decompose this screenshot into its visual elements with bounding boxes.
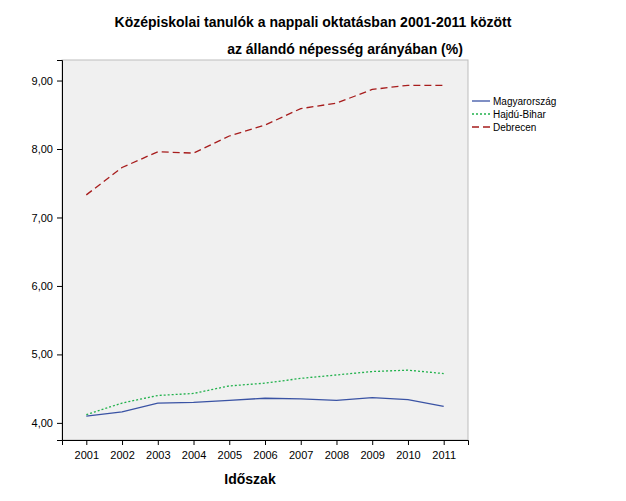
tick: 7,00: [32, 211, 62, 223]
tick-label: 5,00: [32, 348, 53, 360]
legend-label: Magyarország: [493, 96, 556, 107]
tick-label: 2009: [360, 449, 384, 461]
tick: 2003: [146, 440, 170, 461]
tick-label: 2003: [146, 449, 170, 461]
tick: 2006: [253, 440, 277, 461]
axis-line: [63, 441, 469, 446]
tick-mark: [265, 440, 266, 445]
tick-label: 2002: [110, 449, 134, 461]
tick-mark: [57, 81, 62, 82]
tick-mark: [408, 440, 409, 445]
tick-label: 6,00: [32, 280, 53, 292]
y-axis: 4,00 5,00 6,00 7,00 8,00 9,00: [32, 61, 63, 441]
tick-mark: [122, 440, 123, 445]
tick: 2002: [110, 440, 134, 461]
tick-label: 2007: [289, 449, 313, 461]
series-line: [86, 398, 443, 416]
tick-mark: [57, 149, 62, 150]
legend-label: Debrecen: [493, 122, 536, 133]
tick: 4,00: [32, 417, 62, 429]
tick-label: 2006: [253, 449, 277, 461]
tick: 2001: [75, 440, 99, 461]
legend-swatch: [472, 100, 490, 101]
x-axis: 2001 2002 2003 2004 2005 2006 2007 2008 2009 2010…: [63, 440, 469, 461]
lines: [86, 85, 443, 416]
tick-label: 2004: [182, 449, 206, 461]
tick-mark: [444, 440, 445, 445]
series-line: [86, 370, 443, 415]
tick-mark: [57, 286, 62, 287]
tick-mark: [229, 440, 230, 445]
tick: 2010: [396, 440, 420, 461]
tick-label: 2001: [75, 449, 99, 461]
tick-label: 2011: [432, 449, 456, 461]
legend-label: Hajdú-Bihar: [493, 109, 546, 120]
axis-line: [57, 61, 63, 441]
tick-label: 8,00: [32, 143, 53, 155]
tick: 2007: [289, 440, 313, 461]
tick-mark: [158, 440, 159, 445]
tick: 2008: [325, 440, 349, 461]
legend-swatch: [472, 126, 490, 127]
tick-mark: [86, 440, 87, 445]
plot-area: [62, 60, 468, 440]
legend: Magyarország Hajdú-Bihar Debrecen: [472, 96, 556, 133]
tick: 2011: [432, 440, 456, 461]
tick-mark: [301, 440, 302, 445]
tick: 2009: [360, 440, 384, 461]
tick-mark: [57, 217, 62, 218]
tick-mark: [57, 354, 62, 355]
chart: Középiskolai tanulók a nappali oktatásba…: [0, 0, 626, 501]
tick-mark: [194, 440, 195, 445]
tick-label: 2008: [325, 449, 349, 461]
tick: 9,00: [32, 75, 62, 87]
tick-label: 9,00: [32, 75, 53, 87]
tick-label: 7,00: [32, 211, 53, 223]
tick-mark: [336, 440, 337, 445]
x-axis-title: Időszak: [224, 471, 276, 487]
tick: 2005: [218, 440, 242, 461]
subtitle: az állandó népesség arányában (%): [227, 41, 463, 57]
tick: 5,00: [32, 348, 62, 360]
tick: 8,00: [32, 143, 62, 155]
title: Középiskolai tanulók a nappali oktatásba…: [115, 14, 512, 30]
tick: 2004: [182, 440, 206, 461]
series-line: [86, 85, 443, 195]
tick-mark: [57, 423, 62, 424]
tick: 6,00: [32, 280, 62, 292]
tick-label: 4,00: [32, 417, 53, 429]
tick-label: 2005: [218, 449, 242, 461]
legend-swatch: [472, 113, 490, 114]
tick-label: 2010: [396, 449, 420, 461]
tick-mark: [372, 440, 373, 445]
